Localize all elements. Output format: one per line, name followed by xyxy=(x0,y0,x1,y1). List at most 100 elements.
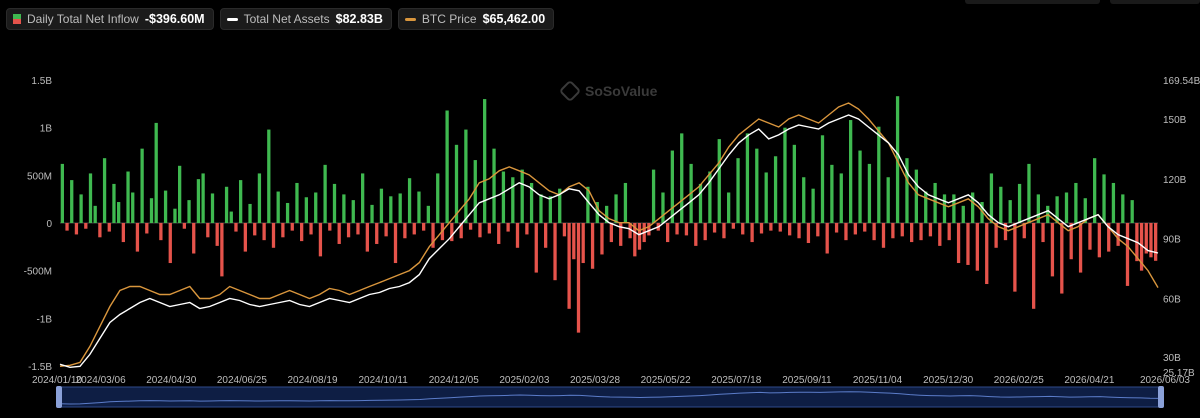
inflow-bar xyxy=(1050,223,1055,277)
inflow-bar xyxy=(971,192,975,223)
inflow-bar xyxy=(924,191,928,223)
inflow-bar xyxy=(1111,182,1116,223)
inflow-bar xyxy=(797,223,801,239)
legend-total-net-assets[interactable]: Total Net Assets $82.83B xyxy=(219,8,392,30)
inflow-bar xyxy=(361,173,365,223)
inflow-bar xyxy=(572,223,576,260)
x-tick-label: 2024/06/25 xyxy=(217,375,267,386)
inflow-bar xyxy=(154,122,158,223)
inflow-bar xyxy=(839,173,843,223)
inflow-bar xyxy=(300,223,304,242)
inflow-bar xyxy=(478,223,482,238)
inflow-bar xyxy=(1107,223,1111,252)
inflow-bar xyxy=(727,192,731,223)
inflow-bar xyxy=(1125,223,1130,286)
line-swatch-icon xyxy=(404,17,416,21)
inflow-bar xyxy=(1027,163,1031,223)
inflow-bar xyxy=(145,223,149,234)
inflow-bar xyxy=(651,169,656,223)
x-tick-label: 2025/02/03 xyxy=(499,375,549,386)
inflow-bar xyxy=(112,183,116,223)
inflow-bar xyxy=(975,223,979,271)
legend-label: BTC Price xyxy=(421,12,477,26)
inflow-bar xyxy=(65,223,69,231)
y-right-tick-label: 90B xyxy=(1163,235,1181,246)
inflow-bar xyxy=(403,223,407,239)
inflow-bar xyxy=(773,156,778,223)
inflow-bar xyxy=(140,148,144,223)
inflow-bar xyxy=(426,205,430,223)
inflow-bar xyxy=(576,223,581,333)
toolbar-tab[interactable] xyxy=(1110,0,1200,4)
inflow-bar xyxy=(867,163,872,223)
inflow-bar xyxy=(778,223,782,232)
x-tick-label: 2025/03/28 xyxy=(570,375,620,386)
toolbar-tab[interactable] xyxy=(965,0,1100,4)
inflow-bar xyxy=(1102,174,1106,223)
x-tick-label: 2026/02/25 xyxy=(994,375,1044,386)
inflow-bar xyxy=(966,223,970,265)
y-axis-left: 1.5B 1B 500M 0 -500M -1B -1.5B xyxy=(24,76,53,373)
inflow-bar xyxy=(248,203,252,223)
inflow-bar xyxy=(337,223,341,244)
inflow-bar xyxy=(614,194,618,223)
x-tick-label: 2024/04/30 xyxy=(146,375,196,386)
inflow-bar xyxy=(168,223,172,264)
navigator-handle-right xyxy=(1158,386,1164,408)
inflow-bar xyxy=(483,99,487,223)
inflow-bar xyxy=(511,177,515,223)
legend-value: -$396.60M xyxy=(144,12,205,26)
inflow-bar xyxy=(590,223,595,269)
legend-daily-net-inflow[interactable]: Daily Total Net Inflow -$396.60M xyxy=(6,8,214,30)
y-axis-right: 169.54B 150B 120B 90B 60B 30B 25.17B xyxy=(1163,76,1200,379)
bar-swatch-icon xyxy=(13,14,21,24)
inflow-bar xyxy=(422,223,426,231)
inflow-bar xyxy=(881,223,886,248)
x-tick-label: 2025/12/30 xyxy=(923,375,973,386)
inflow-bar xyxy=(633,223,637,257)
inflow-bar xyxy=(79,194,83,223)
inflow-bar xyxy=(229,211,233,223)
inflow-bar xyxy=(891,223,895,239)
inflow-bar xyxy=(328,223,332,231)
inflow-bar xyxy=(605,205,609,223)
inflow-bar xyxy=(487,223,491,234)
inflow-bar xyxy=(1074,182,1078,223)
inflow-bar xyxy=(84,223,88,229)
legend-btc-price[interactable]: BTC Price $65,462.00 xyxy=(397,8,555,30)
y-left-tick-label: 1B xyxy=(40,124,53,135)
inflow-bar xyxy=(417,191,421,223)
inflow-bar xyxy=(534,223,538,273)
inflow-bar xyxy=(1022,223,1026,239)
inflow-bar xyxy=(1060,223,1064,294)
inflow-bar xyxy=(262,223,266,241)
inflow-bar xyxy=(196,179,201,223)
x-tick-label: 2026/04/21 xyxy=(1064,375,1114,386)
range-navigator[interactable] xyxy=(56,386,1164,408)
inflow-bar xyxy=(1013,223,1017,292)
y-left-tick-label: -1.5B xyxy=(28,362,52,373)
inflow-bar xyxy=(304,197,308,223)
inflow-bar xyxy=(253,223,257,236)
inflow-bar xyxy=(825,223,829,254)
inflow-bar xyxy=(712,223,717,233)
inflow-bar xyxy=(389,196,393,223)
inflow-bar xyxy=(1041,223,1045,243)
inflow-bar xyxy=(182,223,186,229)
inflow-bar xyxy=(464,129,468,223)
inflow-bar xyxy=(234,223,238,232)
inflow-bar xyxy=(961,205,965,223)
inflow-bar xyxy=(849,120,853,223)
x-tick-label: 2024/03/06 xyxy=(76,375,126,386)
inflow-bar xyxy=(1032,223,1036,309)
inflow-bar xyxy=(853,223,857,235)
inflow-bar xyxy=(492,148,496,223)
inflow-bar xyxy=(670,150,674,223)
inflow-bar xyxy=(666,223,670,243)
inflow-bar xyxy=(947,223,951,241)
watermark-text: SoSoValue xyxy=(585,83,658,99)
inflow-bar xyxy=(525,223,529,235)
inflow-bar xyxy=(952,194,956,223)
y-left-tick-label: -500M xyxy=(24,267,52,278)
